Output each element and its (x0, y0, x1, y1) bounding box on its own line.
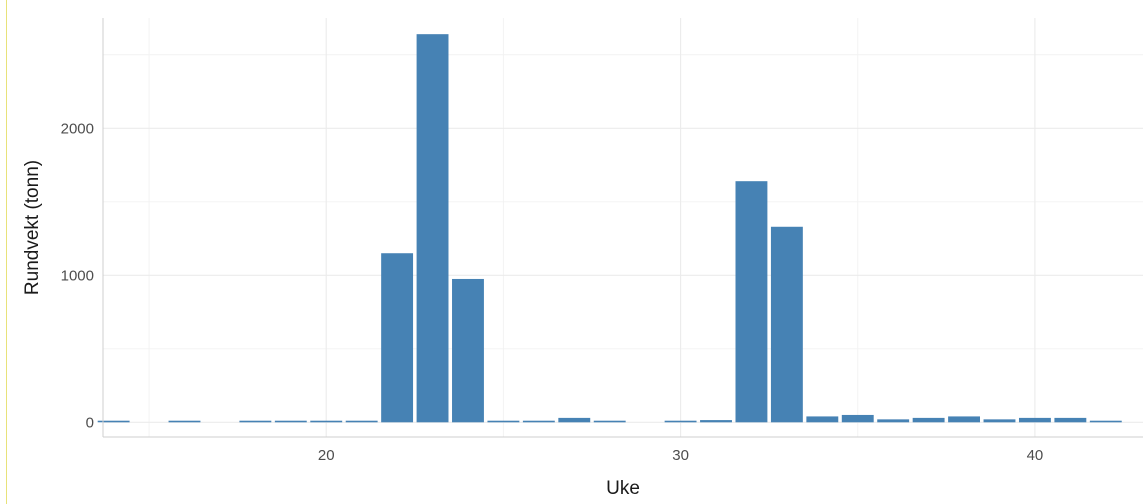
bar (310, 420, 343, 423)
x-tick-label: 30 (672, 447, 689, 464)
bar (522, 420, 555, 423)
y-tick-label: 1000 (61, 267, 94, 284)
bar (381, 253, 414, 423)
plot-panel (103, 18, 1143, 437)
y-tick-label: 0 (86, 414, 94, 431)
bar (168, 420, 201, 423)
axes (102, 18, 1143, 438)
y-axis-title: Rundvekt (tonn) (22, 160, 43, 295)
bar (274, 420, 307, 423)
bar (593, 420, 626, 423)
bar (770, 226, 803, 423)
bar (97, 420, 130, 423)
bar (558, 417, 591, 423)
bar (416, 34, 449, 423)
page-edge-rule (6, 0, 7, 504)
bar (487, 420, 520, 423)
x-tick-label: 20 (318, 447, 335, 464)
bar (948, 416, 981, 423)
bar (239, 420, 272, 423)
bars (97, 34, 1122, 423)
bar (735, 181, 768, 423)
bar (1054, 417, 1087, 423)
bar (983, 419, 1016, 423)
bar (806, 416, 839, 423)
bar (664, 420, 697, 423)
tick-labels: 20 30 40 0 1000 2000 (61, 120, 1044, 464)
bar (700, 420, 732, 423)
y-tick-label: 2000 (61, 120, 94, 137)
bar (1018, 417, 1051, 423)
bar (1089, 420, 1122, 423)
bar (452, 278, 484, 423)
bar (345, 420, 378, 423)
x-axis-title: Uke (606, 478, 640, 499)
bar (841, 414, 874, 423)
bar (877, 419, 910, 423)
x-tick-label: 40 (1027, 447, 1044, 464)
bar (912, 417, 945, 423)
minor-gridlines (103, 18, 1143, 437)
